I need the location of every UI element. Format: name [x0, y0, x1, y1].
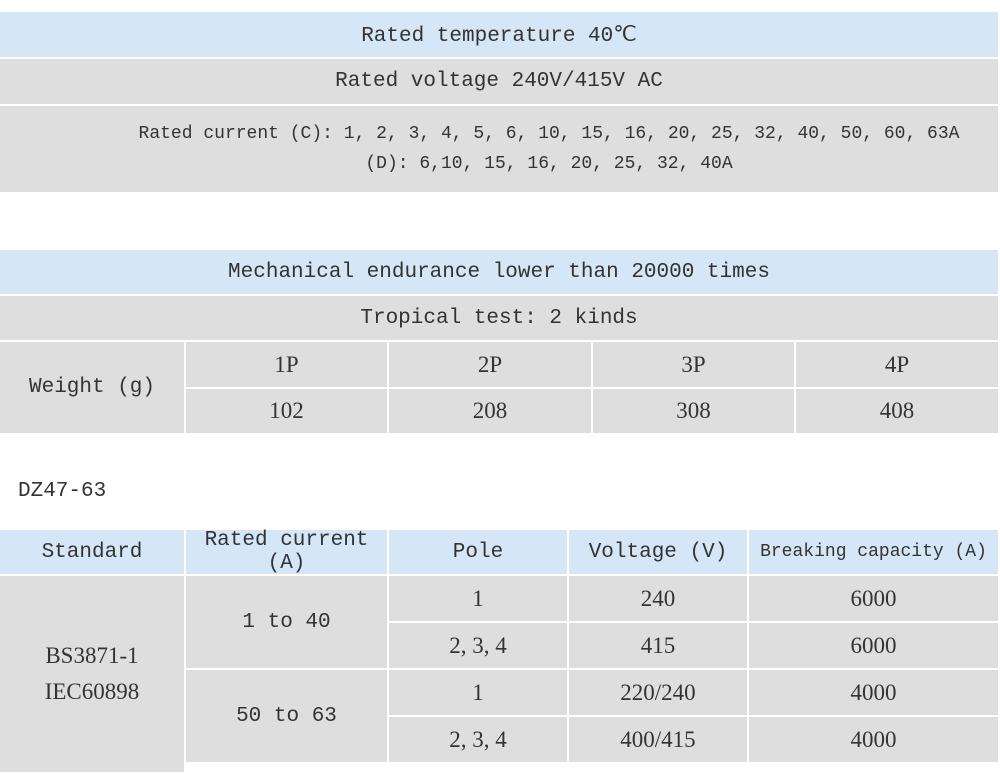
cell: Voltage (V) [569, 530, 749, 576]
line: Rated current (C): 1, 2, 3, 4, 5, 6, 10,… [138, 124, 960, 144]
line: IEC60898 [44, 679, 140, 704]
cell: Pole [389, 530, 569, 576]
cell: Tropical test: 2 kinds [0, 296, 1000, 342]
cell: 2, 3, 4 [389, 717, 569, 764]
cell: 6000 [749, 623, 1000, 670]
cell: 308 [593, 389, 796, 435]
caption: DZ47-63 [18, 480, 107, 503]
cell: 220/240 [569, 670, 749, 717]
cell: 3P [593, 342, 796, 389]
cell: 400/415 [569, 717, 749, 764]
cell: 4000 [749, 670, 1000, 717]
cell: Mechanical endurance lower than 20000 ti… [0, 250, 1000, 296]
cell: 2P [389, 342, 593, 389]
cell: 4000 [749, 717, 1000, 764]
cell: Rated temperature 40℃ [0, 12, 1000, 59]
cell: Breaking capacity (A) [749, 530, 1000, 576]
cell: 50 to 63 [186, 670, 389, 764]
cell: 208 [389, 389, 593, 435]
cell: 1 to 40 [186, 576, 389, 670]
line: (D): 6,10, 15, 16, 20, 25, 32, 40A [365, 154, 733, 174]
cell: BS3871-1 IEC60898 [0, 576, 186, 774]
cell: 415 [569, 623, 749, 670]
cell: 4P [796, 342, 1000, 389]
cell: Rated voltage 240V/415V AC [0, 59, 1000, 106]
line: BS3871-1 [45, 643, 139, 668]
cell: 1 [389, 670, 569, 717]
cell: 102 [186, 389, 389, 435]
cell: Rated current (C): 1, 2, 3, 4, 5, 6, 10,… [0, 106, 1000, 194]
cell: 408 [796, 389, 1000, 435]
cell: 2, 3, 4 [389, 623, 569, 670]
cell: Rated current (A) [186, 529, 389, 576]
cell: 1 [389, 576, 569, 623]
cell: 240 [569, 576, 749, 623]
cell: 6000 [749, 576, 1000, 623]
cell: Weight (g) [0, 342, 186, 435]
cell: 1P [186, 342, 389, 389]
cell: Standard [0, 530, 186, 576]
